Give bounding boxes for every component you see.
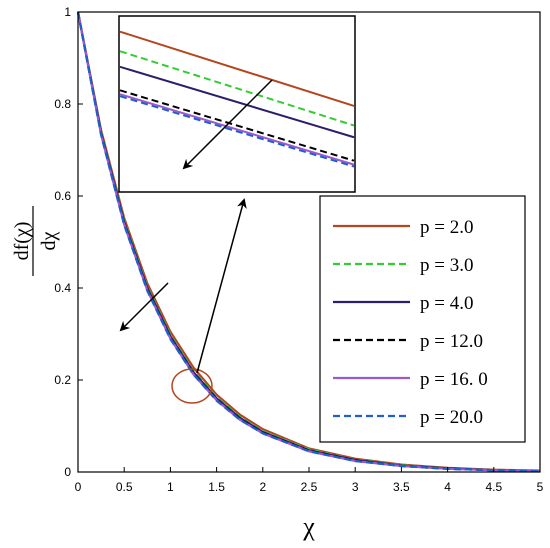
inset-series-line-2 <box>119 65 355 139</box>
series-line-5 <box>76 11 541 473</box>
inset-series-line-1 <box>119 50 355 127</box>
x-tick-label: 0.5 <box>116 480 133 494</box>
x-tick-label: 3.5 <box>393 480 410 494</box>
y-tick-label: 0.6 <box>54 189 71 203</box>
y-tick-label: 0.8 <box>54 97 71 111</box>
inset-series-line-0 <box>119 30 355 107</box>
x-tick-label: 0 <box>75 480 82 494</box>
inset-series-line-5 <box>119 95 355 168</box>
zoom-link-arrow <box>196 198 247 374</box>
y-tick-label: 1 <box>64 5 71 19</box>
tick-group: 0 0.5 1 1.5 2 2.5 3 3.5 4 4.5 5 0 0.2 0.4 0.6 0.8 1 <box>54 5 543 494</box>
legend-label-1: p = 3.0 <box>420 255 473 276</box>
y-tick-label: 0.2 <box>54 373 71 387</box>
x-tick-label: 4 <box>444 480 451 494</box>
trend-arrow <box>119 282 169 332</box>
legend: p = 2.0 p = 3.0 p = 4.0 p = 12.0 p = 16. 0 p … <box>319 195 526 443</box>
y-tick-label: 0.4 <box>54 281 71 295</box>
x-tick-label: 2.5 <box>301 480 318 494</box>
legend-label-3: p = 12.0 <box>420 331 483 352</box>
legend-label-2: p = 4.0 <box>420 293 473 314</box>
inset-arrow <box>182 79 273 170</box>
inset-zoom <box>118 15 356 193</box>
y-label-numerator: df(χ) <box>11 222 33 261</box>
main-series-group <box>76 11 541 473</box>
x-tick-label: 3 <box>352 480 359 494</box>
x-tick-label: 2 <box>259 480 266 494</box>
inset-series-group <box>119 30 355 168</box>
y-axis-label: df(χ) dχ <box>11 206 60 276</box>
zoom-region-circle <box>171 368 213 404</box>
legend-frame <box>319 195 526 443</box>
x-tick-label: 5 <box>537 480 544 494</box>
inset-series-line-3 <box>119 89 355 162</box>
inset-series-line-4 <box>119 93 355 166</box>
legend-label-0: p = 2.0 <box>420 217 473 238</box>
inset-frame <box>118 15 356 193</box>
y-tick-label: 0 <box>64 465 71 479</box>
x-axis-label: χ <box>302 512 315 541</box>
legend-label-4: p = 16. 0 <box>420 369 488 390</box>
y-label-denominator: dχ <box>38 231 60 250</box>
x-tick-label: 1.5 <box>208 480 225 494</box>
x-tick-label: 4.5 <box>485 480 502 494</box>
x-tick-label: 1 <box>167 480 174 494</box>
legend-label-5: p = 20.0 <box>420 407 483 428</box>
